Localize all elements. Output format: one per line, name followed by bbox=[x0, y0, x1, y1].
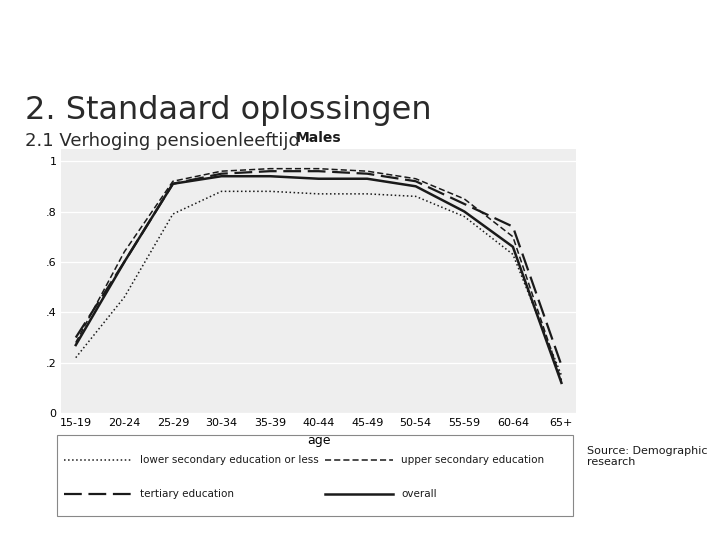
Text: 2.1 Verhoging pensioenleeftijd: 2.1 Verhoging pensioenleeftijd bbox=[25, 132, 300, 150]
Text: overall: overall bbox=[401, 489, 437, 499]
Title: Males: Males bbox=[296, 131, 341, 145]
Text: tertiary education: tertiary education bbox=[140, 489, 234, 499]
Text: 2. Standaard oplossingen: 2. Standaard oplossingen bbox=[25, 94, 432, 125]
Text: upper secondary education: upper secondary education bbox=[401, 455, 544, 464]
X-axis label: age: age bbox=[307, 434, 330, 447]
Text: 13: 13 bbox=[685, 30, 702, 44]
Text: Source: Demographic
research: Source: Demographic research bbox=[587, 446, 707, 467]
Text: lower secondary education or less: lower secondary education or less bbox=[140, 455, 319, 464]
Bar bbox=[0, 50, 432, 59]
